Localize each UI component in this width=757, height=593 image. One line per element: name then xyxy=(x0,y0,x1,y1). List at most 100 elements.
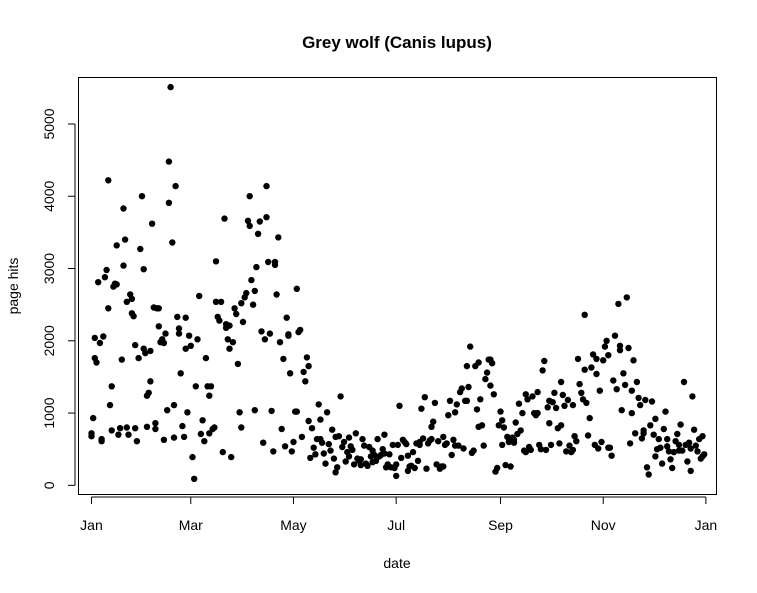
data-point xyxy=(445,412,452,419)
data-point xyxy=(458,385,465,392)
data-point xyxy=(197,430,205,438)
data-point xyxy=(552,404,560,412)
data-point xyxy=(475,359,482,366)
data-point xyxy=(628,409,635,417)
data-point xyxy=(140,266,147,273)
data-point xyxy=(184,409,191,416)
data-point xyxy=(132,425,139,432)
data-point xyxy=(669,464,676,472)
data-point xyxy=(288,448,295,455)
data-point xyxy=(660,425,667,433)
data-point xyxy=(342,458,349,465)
data-point xyxy=(675,441,683,449)
y-axis: 0 1000 2000 3000 4000 5000 xyxy=(41,108,76,489)
data-point xyxy=(172,182,179,190)
data-point xyxy=(642,396,649,404)
data-point xyxy=(234,360,242,368)
data-point xyxy=(175,325,183,332)
y-tick-label: 1000 xyxy=(41,397,57,428)
data-point xyxy=(490,391,497,398)
data-point xyxy=(557,422,565,429)
data-point xyxy=(667,456,674,463)
data-point xyxy=(164,407,171,414)
data-point xyxy=(315,401,322,408)
data-point xyxy=(633,378,641,386)
data-point xyxy=(648,398,656,405)
data-point xyxy=(623,294,630,301)
data-point xyxy=(571,433,578,440)
data-point xyxy=(611,332,619,339)
x-tick-label: Jul xyxy=(387,517,405,533)
data-point xyxy=(403,440,410,448)
x-tick-label: Mar xyxy=(179,517,203,533)
data-point xyxy=(451,409,459,416)
data-point xyxy=(423,465,430,472)
data-point xyxy=(446,397,454,404)
data-point xyxy=(300,368,307,376)
data-point xyxy=(105,177,112,184)
data-point xyxy=(293,408,300,415)
data-point xyxy=(251,287,258,295)
data-point xyxy=(226,322,233,329)
x-tick-label: Jan xyxy=(80,517,103,533)
data-point xyxy=(512,419,519,426)
data-point xyxy=(692,442,699,449)
data-point xyxy=(595,445,602,452)
data-point xyxy=(626,440,634,447)
data-point xyxy=(276,339,284,346)
data-point xyxy=(573,438,580,445)
y-tick-label: 2000 xyxy=(41,325,57,356)
data-point xyxy=(674,430,681,438)
data-point xyxy=(652,415,659,422)
data-point xyxy=(335,433,343,440)
data-point xyxy=(121,236,129,243)
data-point xyxy=(323,409,331,416)
data-point xyxy=(116,425,124,432)
data-point xyxy=(189,453,196,461)
data-point xyxy=(125,431,132,438)
data-point xyxy=(285,332,292,339)
data-point xyxy=(606,444,614,451)
data-point xyxy=(522,391,529,398)
data-point xyxy=(393,461,400,468)
data-point xyxy=(482,375,489,383)
data-point xyxy=(559,391,566,399)
data-point xyxy=(212,258,220,265)
data-point xyxy=(95,279,102,286)
data-point xyxy=(217,298,225,305)
data-point xyxy=(524,396,531,403)
data-point xyxy=(463,397,471,404)
data-point xyxy=(123,424,130,431)
data-point xyxy=(191,475,198,482)
data-point xyxy=(584,432,592,439)
data-point xyxy=(638,435,646,442)
data-point xyxy=(500,424,508,431)
data-point xyxy=(455,442,462,449)
data-point xyxy=(175,330,183,337)
x-tick-label: Nov xyxy=(591,517,616,533)
data-point xyxy=(145,389,152,396)
data-point xyxy=(253,263,260,271)
data-point xyxy=(557,378,565,386)
data-point xyxy=(162,330,169,337)
data-point xyxy=(473,406,481,413)
data-point xyxy=(165,158,173,165)
data-point xyxy=(647,422,654,429)
data-point xyxy=(374,435,381,443)
data-point xyxy=(165,199,173,206)
y-tick-label: 0 xyxy=(41,481,57,489)
data-point xyxy=(657,444,664,451)
data-point xyxy=(258,328,265,335)
data-point xyxy=(662,408,669,415)
data-point xyxy=(635,394,642,402)
data-point xyxy=(202,354,210,362)
data-point xyxy=(160,339,168,347)
data-point xyxy=(645,471,652,478)
data-point xyxy=(534,388,541,396)
data-point xyxy=(431,399,439,407)
data-point xyxy=(239,318,247,326)
data-point xyxy=(600,357,607,364)
data-point xyxy=(613,386,620,393)
data-point xyxy=(260,439,267,446)
data-point xyxy=(364,462,371,469)
